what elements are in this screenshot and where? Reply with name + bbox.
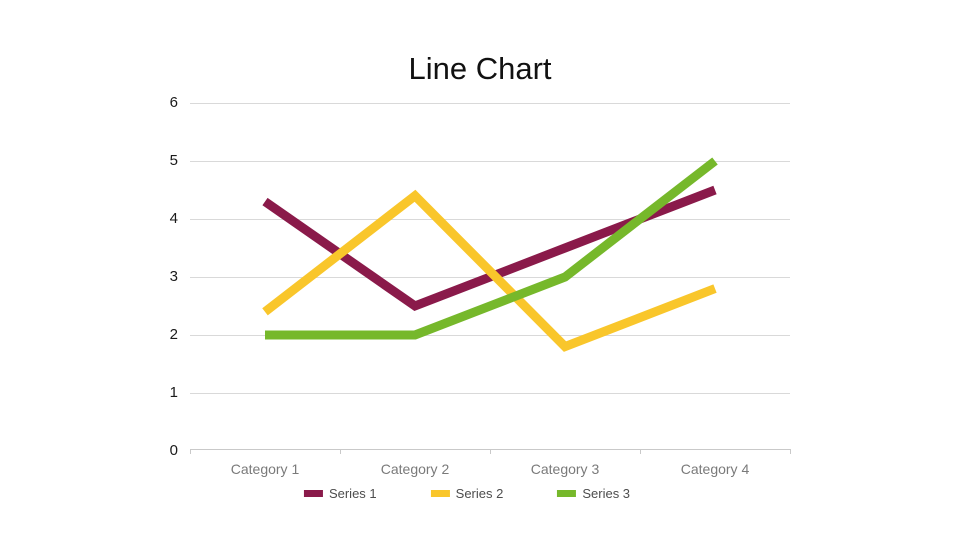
chart-legend: Series 1 Series 2 Series 3 (303, 486, 630, 501)
y-axis-label-3: 3 (169, 268, 178, 285)
x-axis-labels: Category 1 Category 2 Category 3 Categor… (0, 460, 960, 480)
series-3-swatch-icon (557, 490, 577, 497)
chart-title: Line Chart (408, 51, 552, 86)
y-axis-label-5: 5 (169, 152, 178, 169)
series-2-line (262, 189, 717, 352)
y-axis-label-6: 6 (169, 94, 178, 111)
series-1-line (262, 185, 717, 312)
y-axis-label-0: 0 (169, 442, 178, 459)
legend-label-series-2: Series 2 (455, 486, 504, 501)
series-1-swatch-icon (303, 490, 323, 497)
series-2-swatch-icon (430, 490, 450, 497)
x-axis-label-category-1: Category 1 (230, 461, 300, 477)
y-axis-label-1: 1 (169, 384, 178, 401)
legend-label-series-1: Series 1 (328, 486, 377, 501)
y-axis-label-4: 4 (169, 210, 178, 227)
legend-item-series-2: Series 2 (430, 486, 504, 501)
series-3-line (265, 157, 718, 340)
x-axis-label-category-2: Category 2 (380, 461, 450, 477)
y-axis-labels: 6 5 4 3 2 1 0 (150, 0, 178, 540)
x-axis-label-category-4: Category 4 (680, 461, 750, 477)
legend-label-series-3: Series 3 (582, 486, 631, 501)
legend-item-series-1: Series 1 (303, 486, 377, 501)
x-axis-label-category-3: Category 3 (530, 461, 600, 477)
legend-item-series-3: Series 3 (557, 486, 630, 501)
y-axis-label-2: 2 (169, 326, 178, 343)
